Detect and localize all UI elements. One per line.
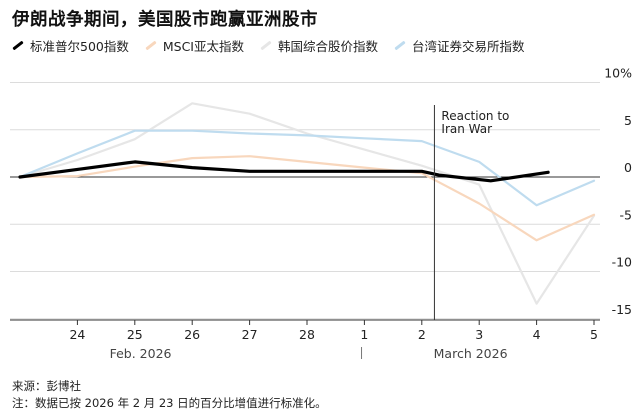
- legend-label-sp500: 标准普尔500指数: [30, 39, 129, 54]
- x-tick-label: 3: [475, 327, 483, 342]
- series-line-msci: [18, 155, 596, 242]
- y-tick-label: 5: [624, 113, 632, 128]
- legend-item-sp500: 标准普尔500指数: [12, 36, 129, 55]
- x-tick-label: 24: [69, 327, 85, 342]
- annotation-label: Iran War: [441, 122, 492, 136]
- y-tick-label: 0: [624, 160, 632, 175]
- x-tick-label: 25: [127, 327, 143, 342]
- x-tick-label: 26: [184, 327, 200, 342]
- source-note: 来源：彭博社: [12, 379, 81, 393]
- x-tick-label: 2: [418, 327, 426, 342]
- month-label-march: March 2026: [434, 346, 508, 361]
- x-tick-label: 4: [533, 327, 541, 342]
- y-tick-label: -15: [612, 302, 632, 317]
- x-tick-label: 5: [590, 327, 598, 342]
- series-line-taiex: [18, 129, 596, 207]
- y-tick-label: -5: [620, 207, 632, 222]
- legend-item-msci: MSCI亚太指数: [145, 36, 244, 55]
- x-tick-label: 28: [299, 327, 315, 342]
- month-label-feb: Feb. 2026: [110, 346, 172, 361]
- y-tick-label: 10%: [604, 66, 632, 81]
- legend: 标准普尔500指数 MSCI亚太指数 韩国综合股价指数 台湾证券交易所指数: [12, 36, 525, 55]
- x-tick-label: 1: [360, 327, 368, 342]
- series-line-sp500: [18, 160, 550, 183]
- x-tick-label: 27: [242, 327, 258, 342]
- legend-item-kospi: 韩国综合股价指数: [260, 36, 378, 55]
- normalization-note: 注：数据已按 2026 年 2 月 23 日的百分比增值进行标准化。: [12, 396, 327, 410]
- legend-label-taiex: 台湾证券交易所指数: [412, 39, 525, 54]
- legend-label-msci: MSCI亚太指数: [162, 39, 244, 54]
- series-line-kospi: [18, 102, 596, 305]
- legend-item-taiex: 台湾证券交易所指数: [394, 36, 525, 55]
- annotation-label: Reaction to: [441, 109, 509, 123]
- chart-title: 伊朗战争期间，美国股市跑赢亚洲股市: [12, 10, 318, 30]
- legend-label-kospi: 韩国综合股价指数: [278, 39, 379, 54]
- y-tick-label: -10: [612, 255, 632, 270]
